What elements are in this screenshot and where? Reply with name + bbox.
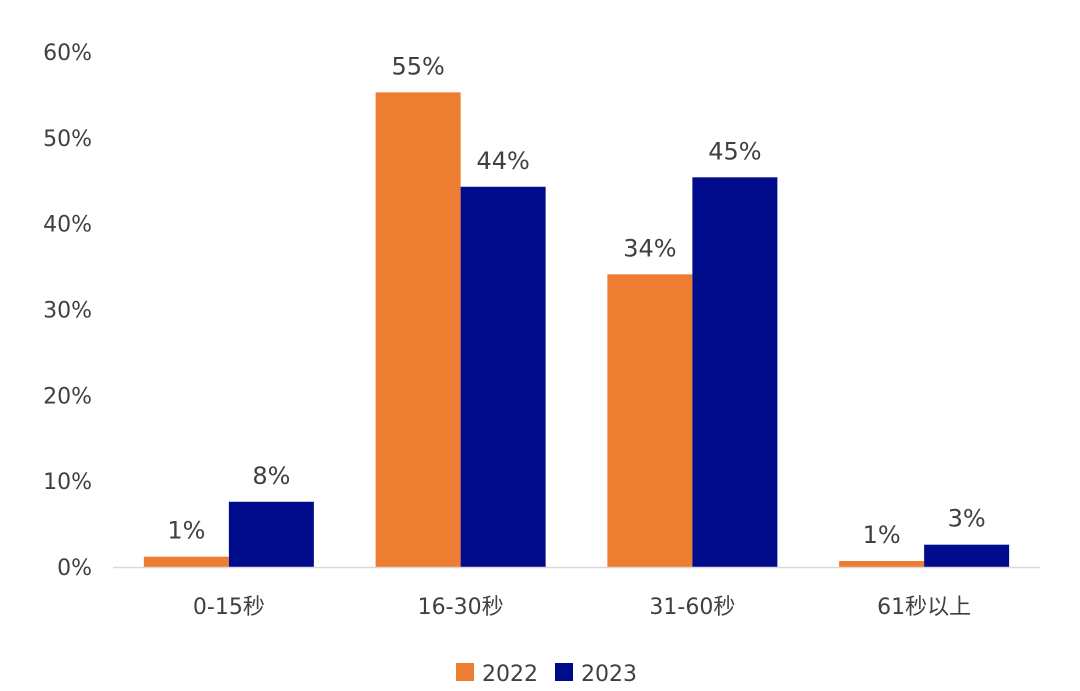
data-label-2022-2: 55%	[391, 52, 444, 80]
y-tick-label: 60%	[43, 41, 92, 66]
data-label-2023-2: 44%	[476, 147, 529, 175]
data-label-2022-3: 34%	[623, 234, 676, 262]
legend: 2022 2023	[456, 662, 637, 687]
bar-2023-1	[228, 501, 314, 567]
y-tick-label: 30%	[43, 299, 92, 324]
x-category-label: 61秒以上	[877, 595, 971, 620]
bar-2022-4	[839, 560, 925, 567]
data-label-2023-3: 45%	[708, 137, 761, 165]
bar-2022-2	[375, 92, 461, 567]
y-axis-labels: 0% 10% 20% 30% 40% 50% 60%	[43, 41, 92, 581]
legend-swatch-2023	[555, 663, 573, 681]
data-label-2023-1: 8%	[252, 462, 290, 490]
data-labels: 1% 8% 55% 44% 34% 45% 1% 3%	[167, 52, 985, 549]
bar-2023-2	[460, 186, 546, 567]
y-tick-label: 50%	[43, 127, 92, 152]
bar-2023-4	[924, 544, 1010, 567]
bar-2022-3	[607, 274, 693, 567]
legend-swatch-2022	[456, 663, 474, 681]
y-tick-label: 20%	[43, 384, 92, 409]
legend-label-2023: 2023	[581, 662, 637, 687]
bar-2022-1	[143, 556, 229, 567]
data-label-2022-4: 1%	[863, 521, 901, 549]
y-tick-label: 0%	[57, 556, 92, 581]
y-tick-label: 40%	[43, 213, 92, 238]
x-category-label: 16-30秒	[418, 595, 504, 620]
y-tick-label: 10%	[43, 470, 92, 495]
legend-label-2022: 2022	[482, 662, 538, 687]
data-label-2023-4: 3%	[948, 505, 986, 533]
bars	[143, 92, 1010, 568]
x-category-label: 0-15秒	[193, 595, 265, 620]
data-label-2022-1: 1%	[167, 517, 205, 545]
x-category-label: 31-60秒	[649, 595, 735, 620]
bar-2023-3	[692, 177, 778, 568]
x-axis-labels: 0-15秒 16-30秒 31-60秒 61秒以上	[193, 595, 971, 620]
